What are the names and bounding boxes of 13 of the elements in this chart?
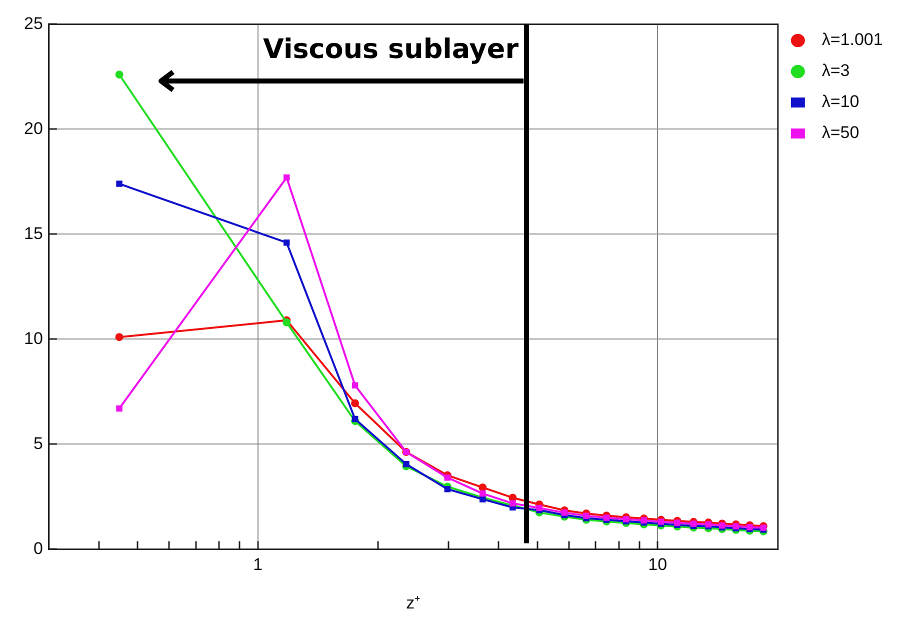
legend-label: λ=1.001	[812, 30, 898, 50]
legend-label: λ=10	[812, 92, 874, 112]
y-tick-label: 15	[24, 224, 43, 243]
annotation: Viscous sublayer	[263, 34, 520, 66]
y-tick-label: 5	[33, 434, 43, 453]
x-axis-title: z⁺	[406, 593, 421, 612]
y-tick-label: 0	[33, 538, 43, 558]
y-tick-label: 25	[24, 14, 43, 33]
y-tick-label: 20	[24, 118, 43, 138]
x-tick-label: 1	[253, 555, 263, 574]
legend-label: λ=3	[812, 61, 864, 80]
y-tick-label: 10	[24, 328, 43, 348]
legend-label: λ=50	[812, 123, 874, 142]
